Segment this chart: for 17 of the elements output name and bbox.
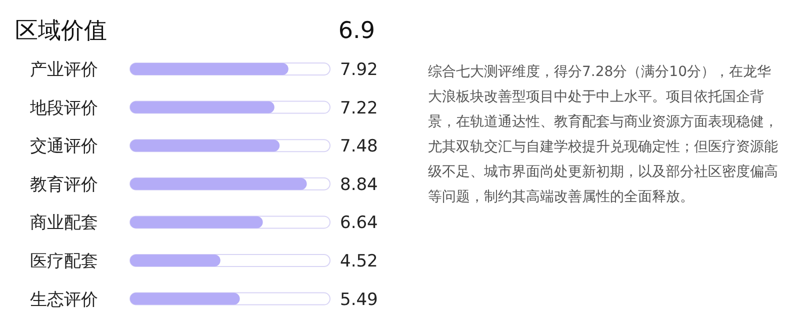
data-label: 8.84 xyxy=(340,174,378,195)
data-label: 7.22 xyxy=(340,98,378,118)
data-label: 6.64 xyxy=(340,213,378,234)
category-label: 教育评价 xyxy=(30,174,98,195)
data-label: 7.92 xyxy=(340,60,378,80)
data-label: 7.48 xyxy=(340,136,378,157)
data-label: 5.49 xyxy=(340,290,378,310)
category-label: 产业评价 xyxy=(30,60,98,80)
category-label: 生态评价 xyxy=(30,290,98,310)
category-label: 商业配套 xyxy=(30,213,98,234)
overall-score: 6.9 xyxy=(338,18,375,44)
category-label: 地段评价 xyxy=(30,98,98,118)
data-label: 4.52 xyxy=(340,252,378,272)
category-label: 医疗配套 xyxy=(30,252,98,272)
title: 区域价值 xyxy=(15,18,107,44)
category-label: 交通评价 xyxy=(30,136,98,157)
text: 综合七大测评维度，得分7.28分（满分10分），在龙华大浪板块改善型项目中处于中上水平。项目依托国企背景，在轨道通达性、教育配套与商业资源方面表现稳健，尤其双轨交汇与自建学校提升兑现确定性；但医疗资源能级不足、城市界面尚处更新初期，以及部分社区密度偏高等问题，制约其高端改善属性的全面释放。 xyxy=(428,63,778,207)
